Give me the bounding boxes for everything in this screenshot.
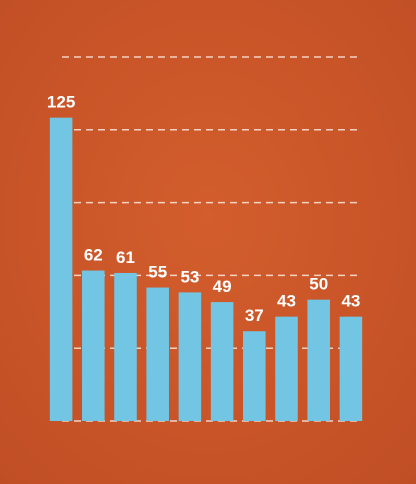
value-label: 53 [180,267,199,286]
value-label: 43 [341,292,360,311]
bar [307,299,330,421]
bar [49,117,73,422]
value-label: 62 [84,246,103,265]
value-label: 49 [213,277,232,296]
value-label: 61 [116,248,135,267]
bar [178,292,202,421]
bar [210,302,234,421]
bar [275,316,298,421]
bar [82,270,105,421]
bar [339,316,363,421]
bar [146,287,169,421]
value-label: 55 [148,263,167,282]
bar [114,272,137,421]
value-label: 50 [309,275,328,294]
value-label: 37 [245,306,264,325]
value-label: 125 [47,93,75,112]
bar [243,331,266,421]
value-label: 43 [277,292,296,311]
